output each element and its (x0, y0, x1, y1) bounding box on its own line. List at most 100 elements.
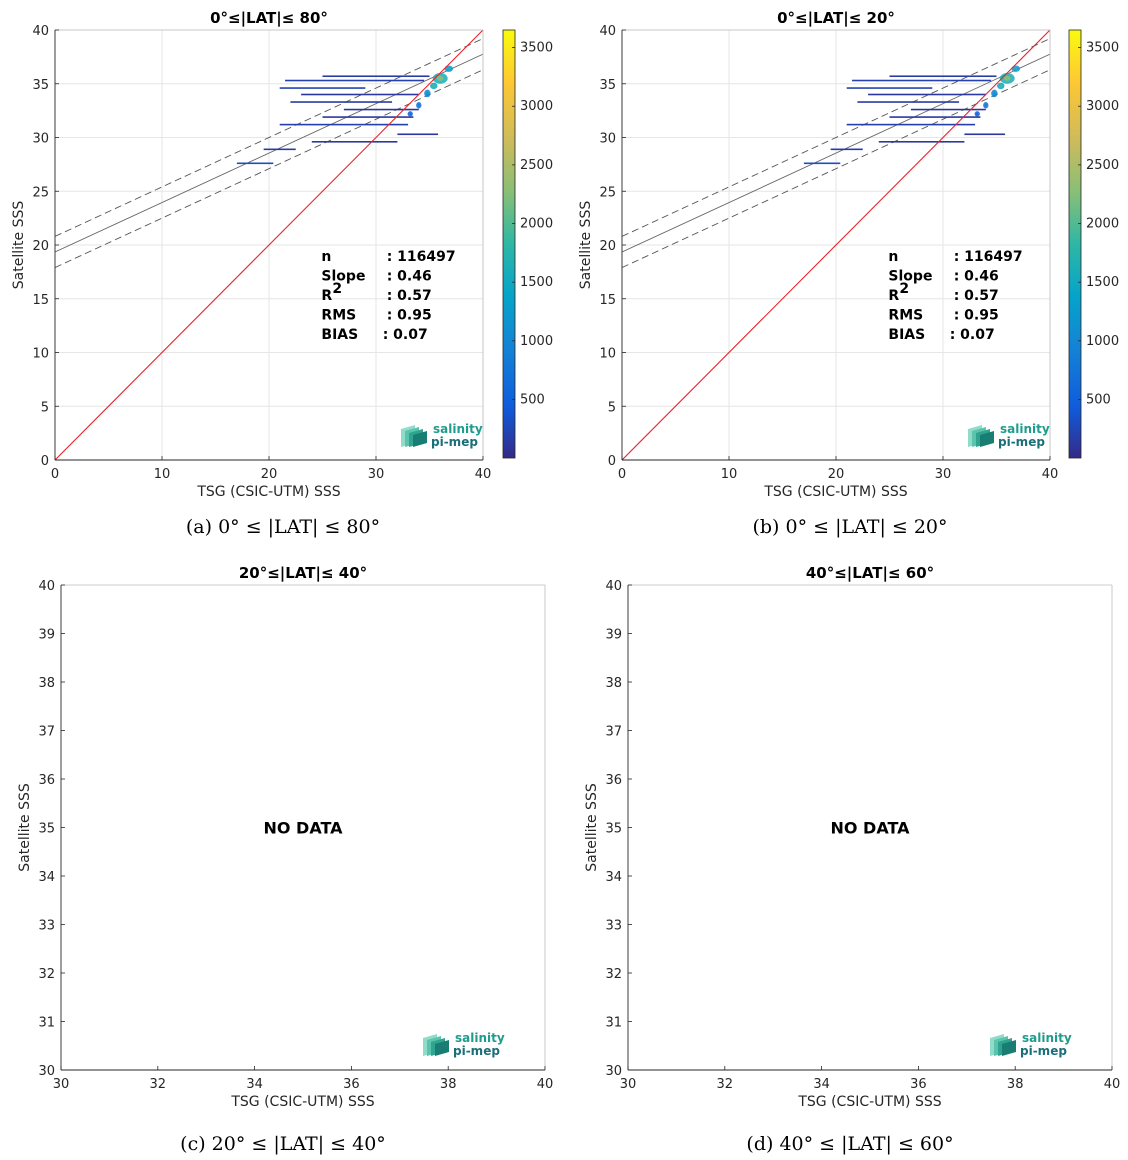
colorbar-tick-label: 1000 (1086, 334, 1119, 349)
colorbar-tick-label: 3000 (520, 99, 553, 114)
data-segment (846, 123, 976, 126)
logo-text-pi-mep: pi-mep (431, 435, 478, 449)
panel-d: NO DATA 30 32 34 36 38 40 30 31 32 33 34 35 36 37 38 39 4… (584, 564, 1120, 1155)
stat-value-r: : 0.57 (954, 288, 999, 304)
y-tick-label: 30 (605, 1064, 622, 1079)
logo-wave-shape (413, 431, 427, 447)
colorbar-tick-label: 2000 (520, 217, 553, 232)
stat-label-r: R (321, 288, 332, 304)
data-segment (889, 116, 981, 118)
stat-label-bias: BIAS (888, 327, 925, 343)
logo-text-salinity: salinity (455, 1031, 505, 1045)
y-axis-label: Satellite SSS (578, 201, 594, 290)
data-cluster-core (446, 67, 451, 71)
no-data-label: NO DATA (263, 819, 343, 838)
x-tick-label: 40 (475, 467, 492, 482)
upper-confidence-line (622, 38, 1050, 237)
colorbar-tick-label: 3500 (520, 41, 553, 56)
colorbar (502, 29, 516, 459)
data-segment (397, 133, 439, 136)
y-tick-label: 39 (38, 628, 55, 643)
y-tick-label: 5 (608, 400, 616, 415)
logo-text-salinity: salinity (1000, 422, 1050, 436)
colorbar-tick-label: 1500 (520, 275, 553, 290)
panel-b: n: 116497 Slope: 0.46 R 2: 0.57 RMS: 0.95 BIA… (578, 9, 1119, 538)
x-tick-label: 30 (620, 1077, 637, 1092)
regression-line (622, 53, 1050, 253)
data-segment (846, 87, 933, 89)
y-tick-label: 40 (599, 24, 616, 39)
colorbar-tick-label: 2500 (520, 158, 553, 173)
y-tick-label: 33 (38, 919, 55, 934)
colorbar-tick-label: 1500 (1086, 275, 1119, 290)
logo-text-pi-mep: pi-mep (1020, 1044, 1067, 1058)
chart-title: 0°≤|LAT|≤ 80° (210, 9, 328, 28)
stat-value-bias: : 0.07 (950, 327, 995, 343)
y-tick-label: 10 (599, 347, 616, 362)
chart-title: 20°≤|LAT|≤ 40° (239, 564, 367, 583)
y-tick-label: 37 (38, 725, 55, 740)
x-tick-label: 40 (1042, 467, 1059, 482)
data-segment (343, 108, 419, 111)
stat-value-rms: : 0.95 (954, 308, 999, 324)
stat-label-n: n (888, 249, 898, 265)
x-tick-label: 34 (813, 1077, 830, 1092)
y-tick-label: 0 (41, 454, 49, 469)
data-cluster-core (1013, 67, 1018, 71)
x-tick-label: 0 (618, 467, 626, 482)
y-axis-label: Satellite SSS (17, 783, 33, 872)
panel-a: n: 116497 Slope: 0.46 R 2: 0.57 RMS: 0.95 BIA… (11, 9, 553, 538)
stat-value-rms: : 0.95 (387, 308, 432, 324)
y-tick-label: 20 (599, 239, 616, 254)
x-tick-label: 38 (440, 1077, 457, 1092)
data-segment (236, 162, 274, 165)
stat-label-slope: Slope (321, 269, 365, 285)
y-tick-label: 34 (38, 870, 55, 885)
y-tick-label: 38 (605, 676, 622, 691)
x-tick-label: 34 (246, 1077, 263, 1092)
y-axis-label: Satellite SSS (11, 201, 27, 290)
y-tick-label: 32 (38, 967, 55, 982)
data-segment (889, 75, 997, 78)
colorbar (1068, 29, 1082, 459)
y-tick-label: 34 (605, 870, 622, 885)
x-axis-label: TSG (CSIC-UTM) SSS (797, 1094, 941, 1110)
stat-label-bias: BIAS (321, 327, 358, 343)
stat-label-r: R (888, 288, 899, 304)
data-cluster-core (1003, 75, 1011, 81)
upper-confidence-line (55, 38, 483, 237)
y-tick-label: 35 (32, 78, 49, 93)
data-segment (964, 133, 1006, 136)
no-data-label: NO DATA (830, 819, 910, 838)
y-tick-label: 39 (605, 628, 622, 643)
data-cluster-core (425, 91, 429, 96)
y-tick-label: 32 (605, 967, 622, 982)
data-cluster-core (999, 84, 1003, 88)
x-tick-label: 32 (150, 1077, 167, 1092)
y-axis-label: Satellite SSS (584, 783, 600, 872)
y-tick-label: 15 (32, 293, 49, 308)
x-tick-label: 32 (717, 1077, 734, 1092)
stat-value-r: : 0.57 (387, 288, 432, 304)
colorbar-tick-label: 1000 (520, 334, 553, 349)
colorbar-tick-label: 2000 (1086, 217, 1119, 232)
y-tick-label: 31 (605, 1016, 622, 1031)
stat-r-superscript: 2 (899, 281, 909, 297)
y-tick-label: 15 (599, 293, 616, 308)
figure-caption: (c) 20° ≤ |LAT| ≤ 40° (180, 1133, 386, 1155)
data-segment (910, 108, 986, 111)
colorbar-tick-label: 500 (520, 392, 545, 407)
logo-wave-shape (980, 431, 994, 447)
y-tick-label: 5 (41, 400, 49, 415)
y-tick-label: 30 (599, 132, 616, 147)
x-tick-label: 30 (53, 1077, 70, 1092)
chart-title: 0°≤|LAT|≤ 20° (777, 9, 895, 28)
figure-caption: (d) 40° ≤ |LAT| ≤ 60° (746, 1133, 953, 1155)
data-cluster-core (436, 75, 444, 81)
data-cluster-core (976, 112, 979, 116)
stat-label-rms: RMS (888, 308, 923, 324)
